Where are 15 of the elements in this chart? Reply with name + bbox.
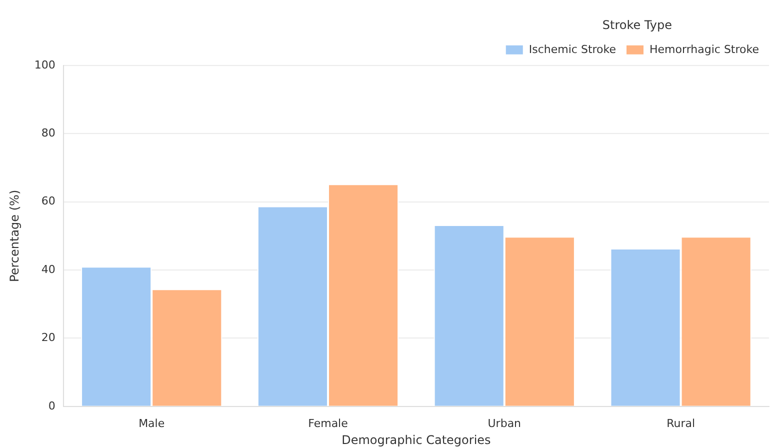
legend-label: Hemorrhagic Stroke [650,42,760,56]
y-tick-label: 0 [48,399,56,412]
x-tick-label: Urban [488,416,522,430]
y-tick-label: 60 [41,194,56,208]
legend-label: Ischemic Stroke [528,42,616,56]
y-tick-label: 80 [41,126,56,140]
y-tick-label: 20 [41,331,56,344]
x-tick-label: Female [308,416,348,430]
x-axis-title: Demographic Categories [342,432,491,447]
x-tick-label: Male [138,416,165,430]
x-tick-label: Rural [666,416,696,430]
y-tick-label: 40 [41,262,56,276]
y-axis-title: Percentage (%) [7,190,22,282]
y-tick-label: 100 [34,58,56,72]
legend-title: Stroke Type [602,18,672,32]
